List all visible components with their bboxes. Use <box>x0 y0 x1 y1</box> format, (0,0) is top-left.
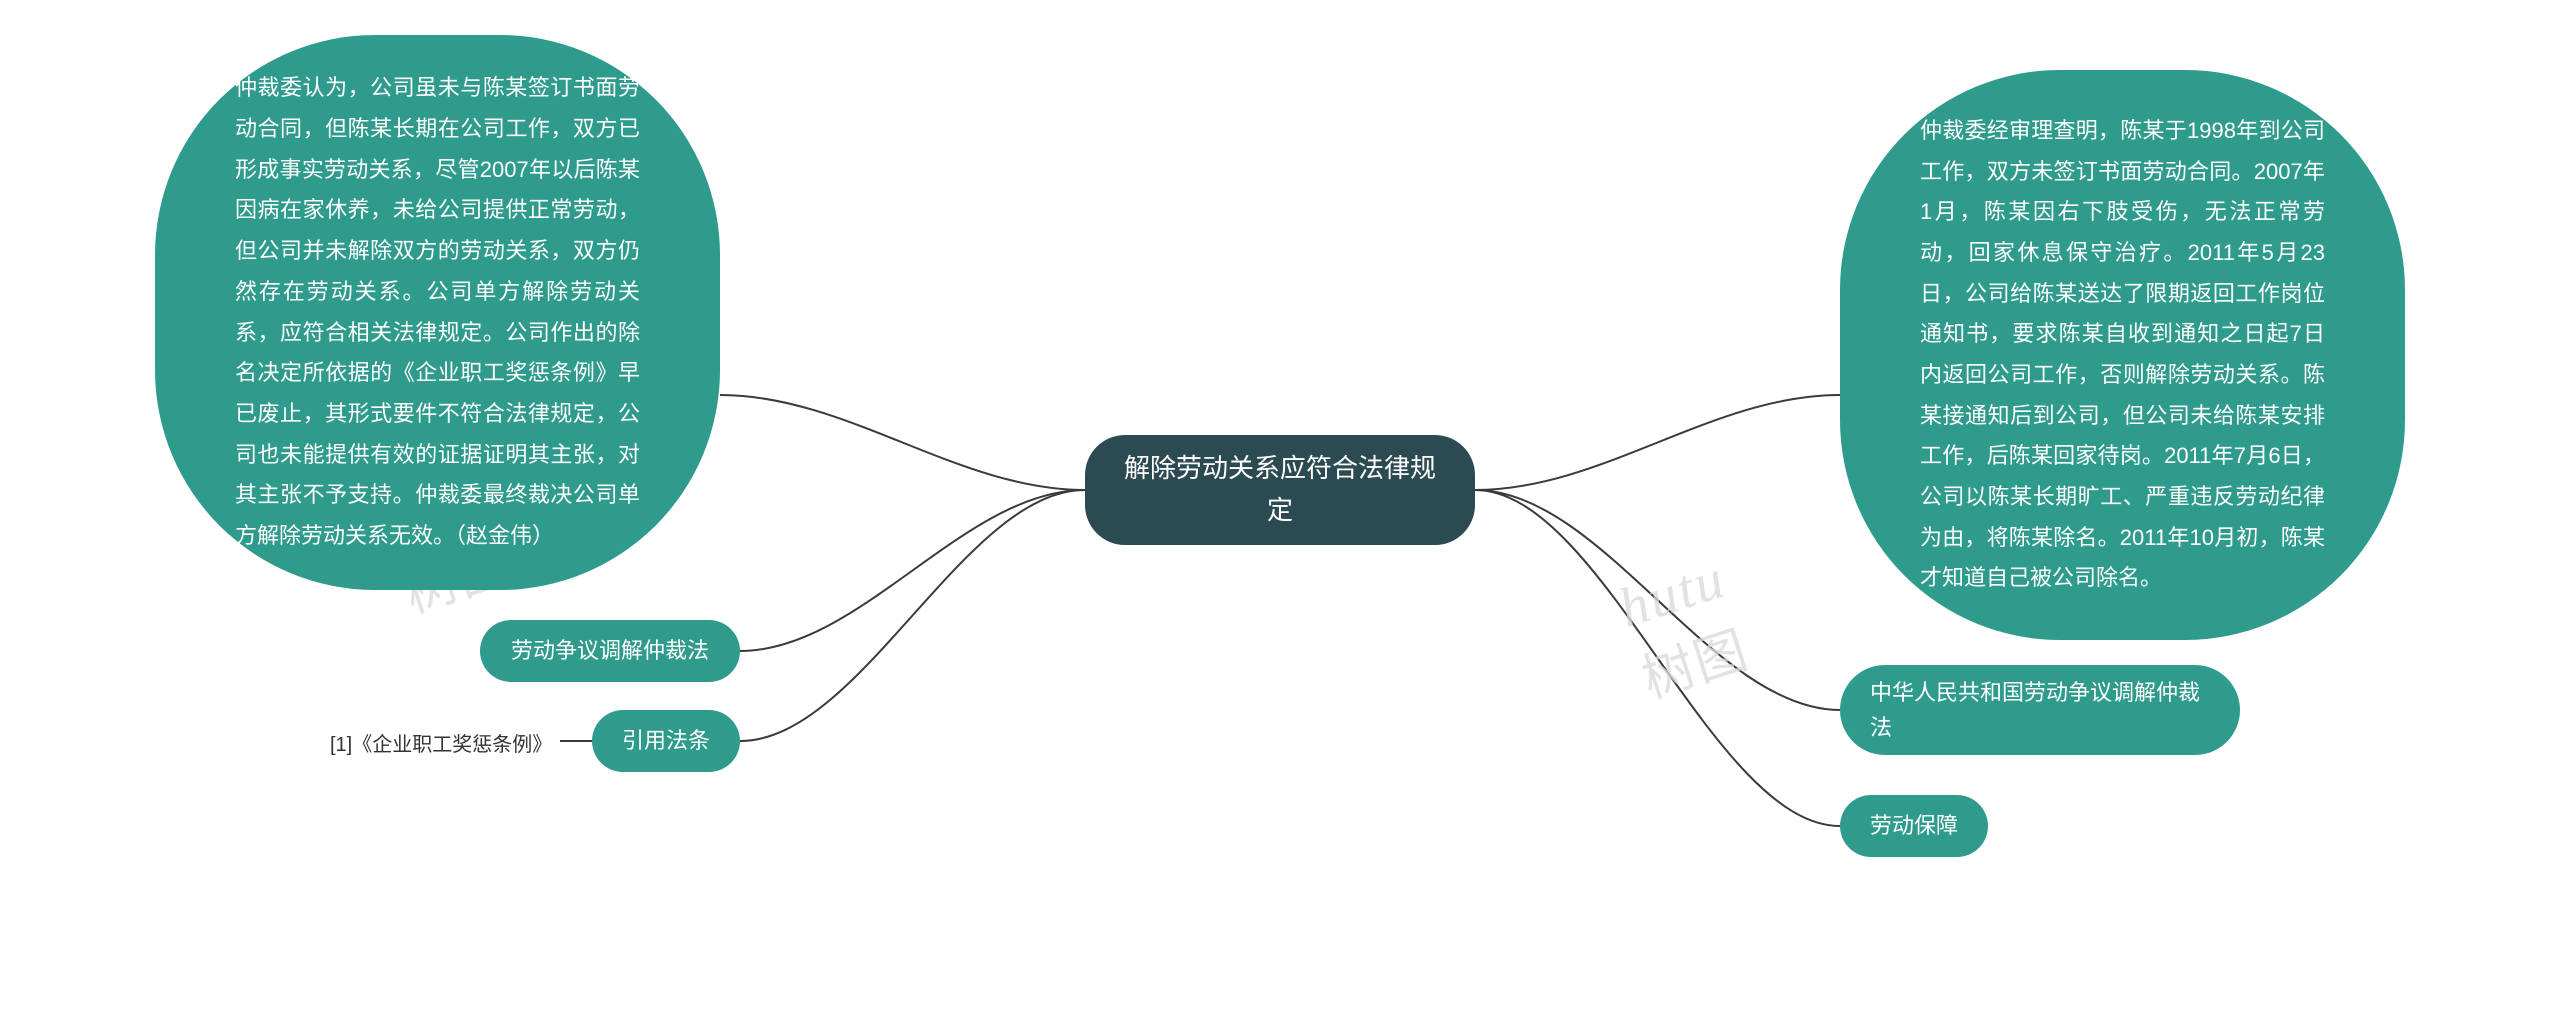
right-small-node-2-text: 劳动保障 <box>1870 808 1958 843</box>
watermark-2: hutu树图 <box>1611 547 1757 713</box>
right-small-node-1-text: 中华人民共和国劳动争议调解仲裁法 <box>1870 675 2210 745</box>
left-leaf-text-content: [1]《企业职工奖惩条例》 <box>330 734 552 756</box>
left-small-node-1-text: 劳动争议调解仲裁法 <box>511 633 709 668</box>
right-big-node: 仲裁委经审理查明，陈某于1998年到公司工作，双方未签订书面劳动合同。2007年… <box>1840 70 2405 640</box>
right-big-node-text: 仲裁委经审理查明，陈某于1998年到公司工作，双方未签订书面劳动合同。2007年… <box>1920 111 2325 599</box>
center-node: 解除劳动关系应符合法律规定 <box>1085 435 1475 545</box>
mindmap-canvas: shutu.cn树图 hutu树图 解除劳动关系应符合法律规定 仲裁委认为，公司… <box>0 0 2560 1015</box>
center-node-text: 解除劳动关系应符合法律规定 <box>1121 448 1439 531</box>
left-small-node-1: 劳动争议调解仲裁法 <box>480 620 740 682</box>
left-small-node-2-text: 引用法条 <box>622 723 710 758</box>
right-small-node-1: 中华人民共和国劳动争议调解仲裁法 <box>1840 665 2240 755</box>
left-big-node-text: 仲裁委认为，公司虽未与陈某签订书面劳动合同，但陈某长期在公司工作，双方已形成事实… <box>235 68 640 556</box>
left-small-node-2: 引用法条 <box>592 710 740 772</box>
left-leaf-text: [1]《企业职工奖惩条例》 <box>330 728 552 757</box>
right-small-node-2: 劳动保障 <box>1840 795 1988 857</box>
left-big-node: 仲裁委认为，公司虽未与陈某签订书面劳动合同，但陈某长期在公司工作，双方已形成事实… <box>155 35 720 590</box>
